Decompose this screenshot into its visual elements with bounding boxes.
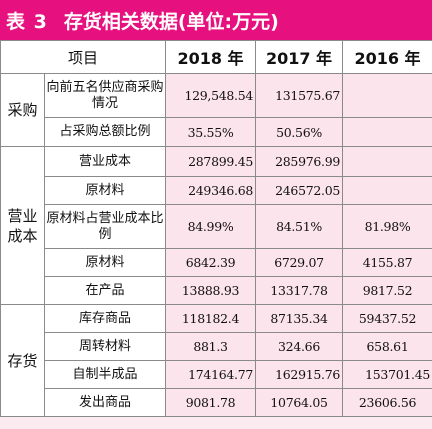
row-label: 发出商品 [43,388,167,417]
header-row: 项目 2018 年 2017 年 2016 年 [0,40,432,74]
table-title-bar: 表 3 存货相关数据(单位:万元) [0,0,432,40]
value-cell: 59437.52 [342,304,432,333]
value-cell-empty [342,146,432,177]
value-cell: 9817.52 [342,276,432,305]
inventory-data-table: 项目 2018 年 2017 年 2016 年 采购 向前五名供应商采购情况 1… [0,40,432,417]
value-cell: 174164.77 [165,360,257,389]
table-number: 表 3 [6,10,48,33]
table-row: 原材料 6842.39 6729.07 4155.87 [1,248,432,277]
table-row: 原材料 249346.68 246572.05 [1,176,432,205]
value-cell: 9081.78 [165,388,257,417]
table-row: 发出商品 9081.78 10764.05 23606.56 [1,388,432,417]
value-cell: 324.66 [255,332,344,361]
value-cell: 35.55% [165,117,257,147]
value-cell: 10764.05 [255,388,344,417]
value-cell: 246572.05 [255,176,344,205]
value-cell: 131575.67 [255,73,344,118]
value-cell: 13317.78 [255,276,344,305]
value-cell-empty [342,73,432,118]
table-row: 存货 库存商品 118182.4 87135.34 59437.52 [0,304,432,417]
row-label: 原材料 [43,176,167,205]
value-cell: 6842.39 [165,248,257,277]
group-label-cost: 营业成本 [0,146,45,305]
table-row: 周转材料 881.3 324.66 658.61 [1,332,432,361]
header-year-2018: 2018 年 [165,40,257,74]
value-cell: 118182.4 [165,304,257,333]
table-title: 存货相关数据(单位:万元) [63,10,279,33]
value-cell: 287899.45 [165,146,257,177]
value-cell: 153701.45 [342,360,432,389]
value-cell: 84.51% [255,204,344,249]
header-year-2017: 2017 年 [255,40,344,74]
value-cell-empty [342,117,432,147]
value-cell: 84.99% [165,204,257,249]
value-cell: 87135.34 [255,304,344,333]
value-cell: 285976.99 [255,146,344,177]
group-label-purchase: 采购 [0,73,45,147]
row-label: 营业成本 [43,146,167,177]
row-label: 原材料占营业成本比例 [43,204,167,249]
table-row: 营业成本 营业成本 287899.45 285976.99 [0,146,432,305]
row-label: 周转材料 [43,332,167,361]
table-row: 采购 向前五名供应商采购情况 129,548.54 131575.67 [0,73,432,147]
row-label: 库存商品 [43,304,167,333]
value-cell: 4155.87 [342,248,432,277]
value-cell: 23606.56 [342,388,432,417]
value-cell-empty [342,176,432,205]
header-year-2016: 2016 年 [342,40,432,74]
value-cell: 6729.07 [255,248,344,277]
value-cell: 249346.68 [165,176,257,205]
row-label: 原材料 [43,248,167,277]
header-item: 项目 [0,40,167,74]
row-label: 自制半成品 [43,360,167,389]
row-label: 向前五名供应商采购情况 [43,73,167,118]
value-cell: 881.3 [165,332,257,361]
value-cell: 13888.93 [165,276,257,305]
value-cell: 658.61 [342,332,432,361]
table-row: 占采购总额比例 35.55% 50.56% [1,117,432,147]
row-label: 在产品 [43,276,167,305]
row-label: 占采购总额比例 [43,117,167,147]
table-row: 在产品 13888.93 13317.78 9817.52 [1,276,432,305]
table-row: 原材料占营业成本比例 84.99% 84.51% 81.98% [1,204,432,249]
value-cell: 162915.76 [255,360,344,389]
value-cell: 129,548.54 [165,73,257,118]
value-cell: 81.98% [342,204,432,249]
group-label-inventory: 存货 [0,304,45,417]
value-cell: 50.56% [255,117,344,147]
table-row: 自制半成品 174164.77 162915.76 153701.45 [1,360,432,389]
